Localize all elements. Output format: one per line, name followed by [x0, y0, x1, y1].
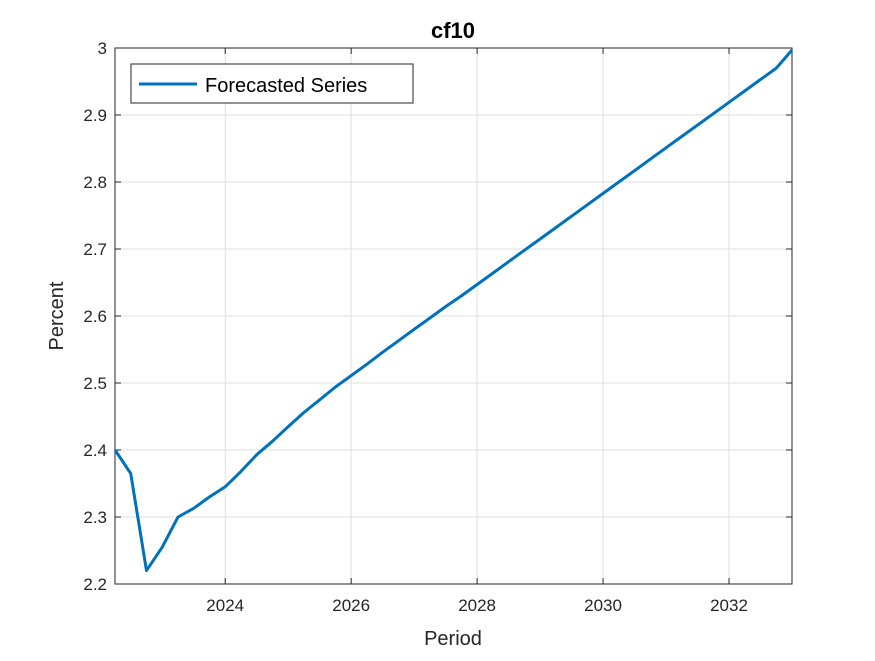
x-tick-label: 2030: [584, 596, 622, 615]
chart-title: cf10: [431, 18, 475, 43]
y-tick-label: 2.4: [83, 441, 107, 460]
y-axis-label: Percent: [46, 281, 68, 350]
x-tick-label: 2032: [710, 596, 748, 615]
x-axis-label: Period: [424, 628, 482, 650]
y-tick-label: 2.2: [83, 575, 107, 594]
axis-ticks: 2.2 2.3 2.4 2.5 2.6 2.7 2.8 2.9 3 2024 2026 2028 203…: [83, 39, 792, 615]
y-tick-label: 3: [98, 39, 107, 58]
x-tick-label: 2024: [206, 596, 244, 615]
legend: Forecasted Series: [130, 63, 414, 104]
series-lines: [113, 49, 794, 573]
y-tick-label: 2.3: [83, 508, 107, 527]
y-tick-label: 2.7: [83, 240, 107, 259]
y-tick-label: 2.8: [83, 173, 107, 192]
grid: [115, 47, 792, 585]
y-tick-label: 2.6: [83, 307, 107, 326]
series-line: [113, 49, 794, 573]
x-tick-label: 2028: [458, 596, 496, 615]
legend-label: Forecasted Series: [205, 75, 367, 97]
y-tick-label: 2.9: [83, 106, 107, 125]
x-tick-label: 2026: [332, 596, 370, 615]
y-tick-label: 2.5: [83, 374, 107, 393]
